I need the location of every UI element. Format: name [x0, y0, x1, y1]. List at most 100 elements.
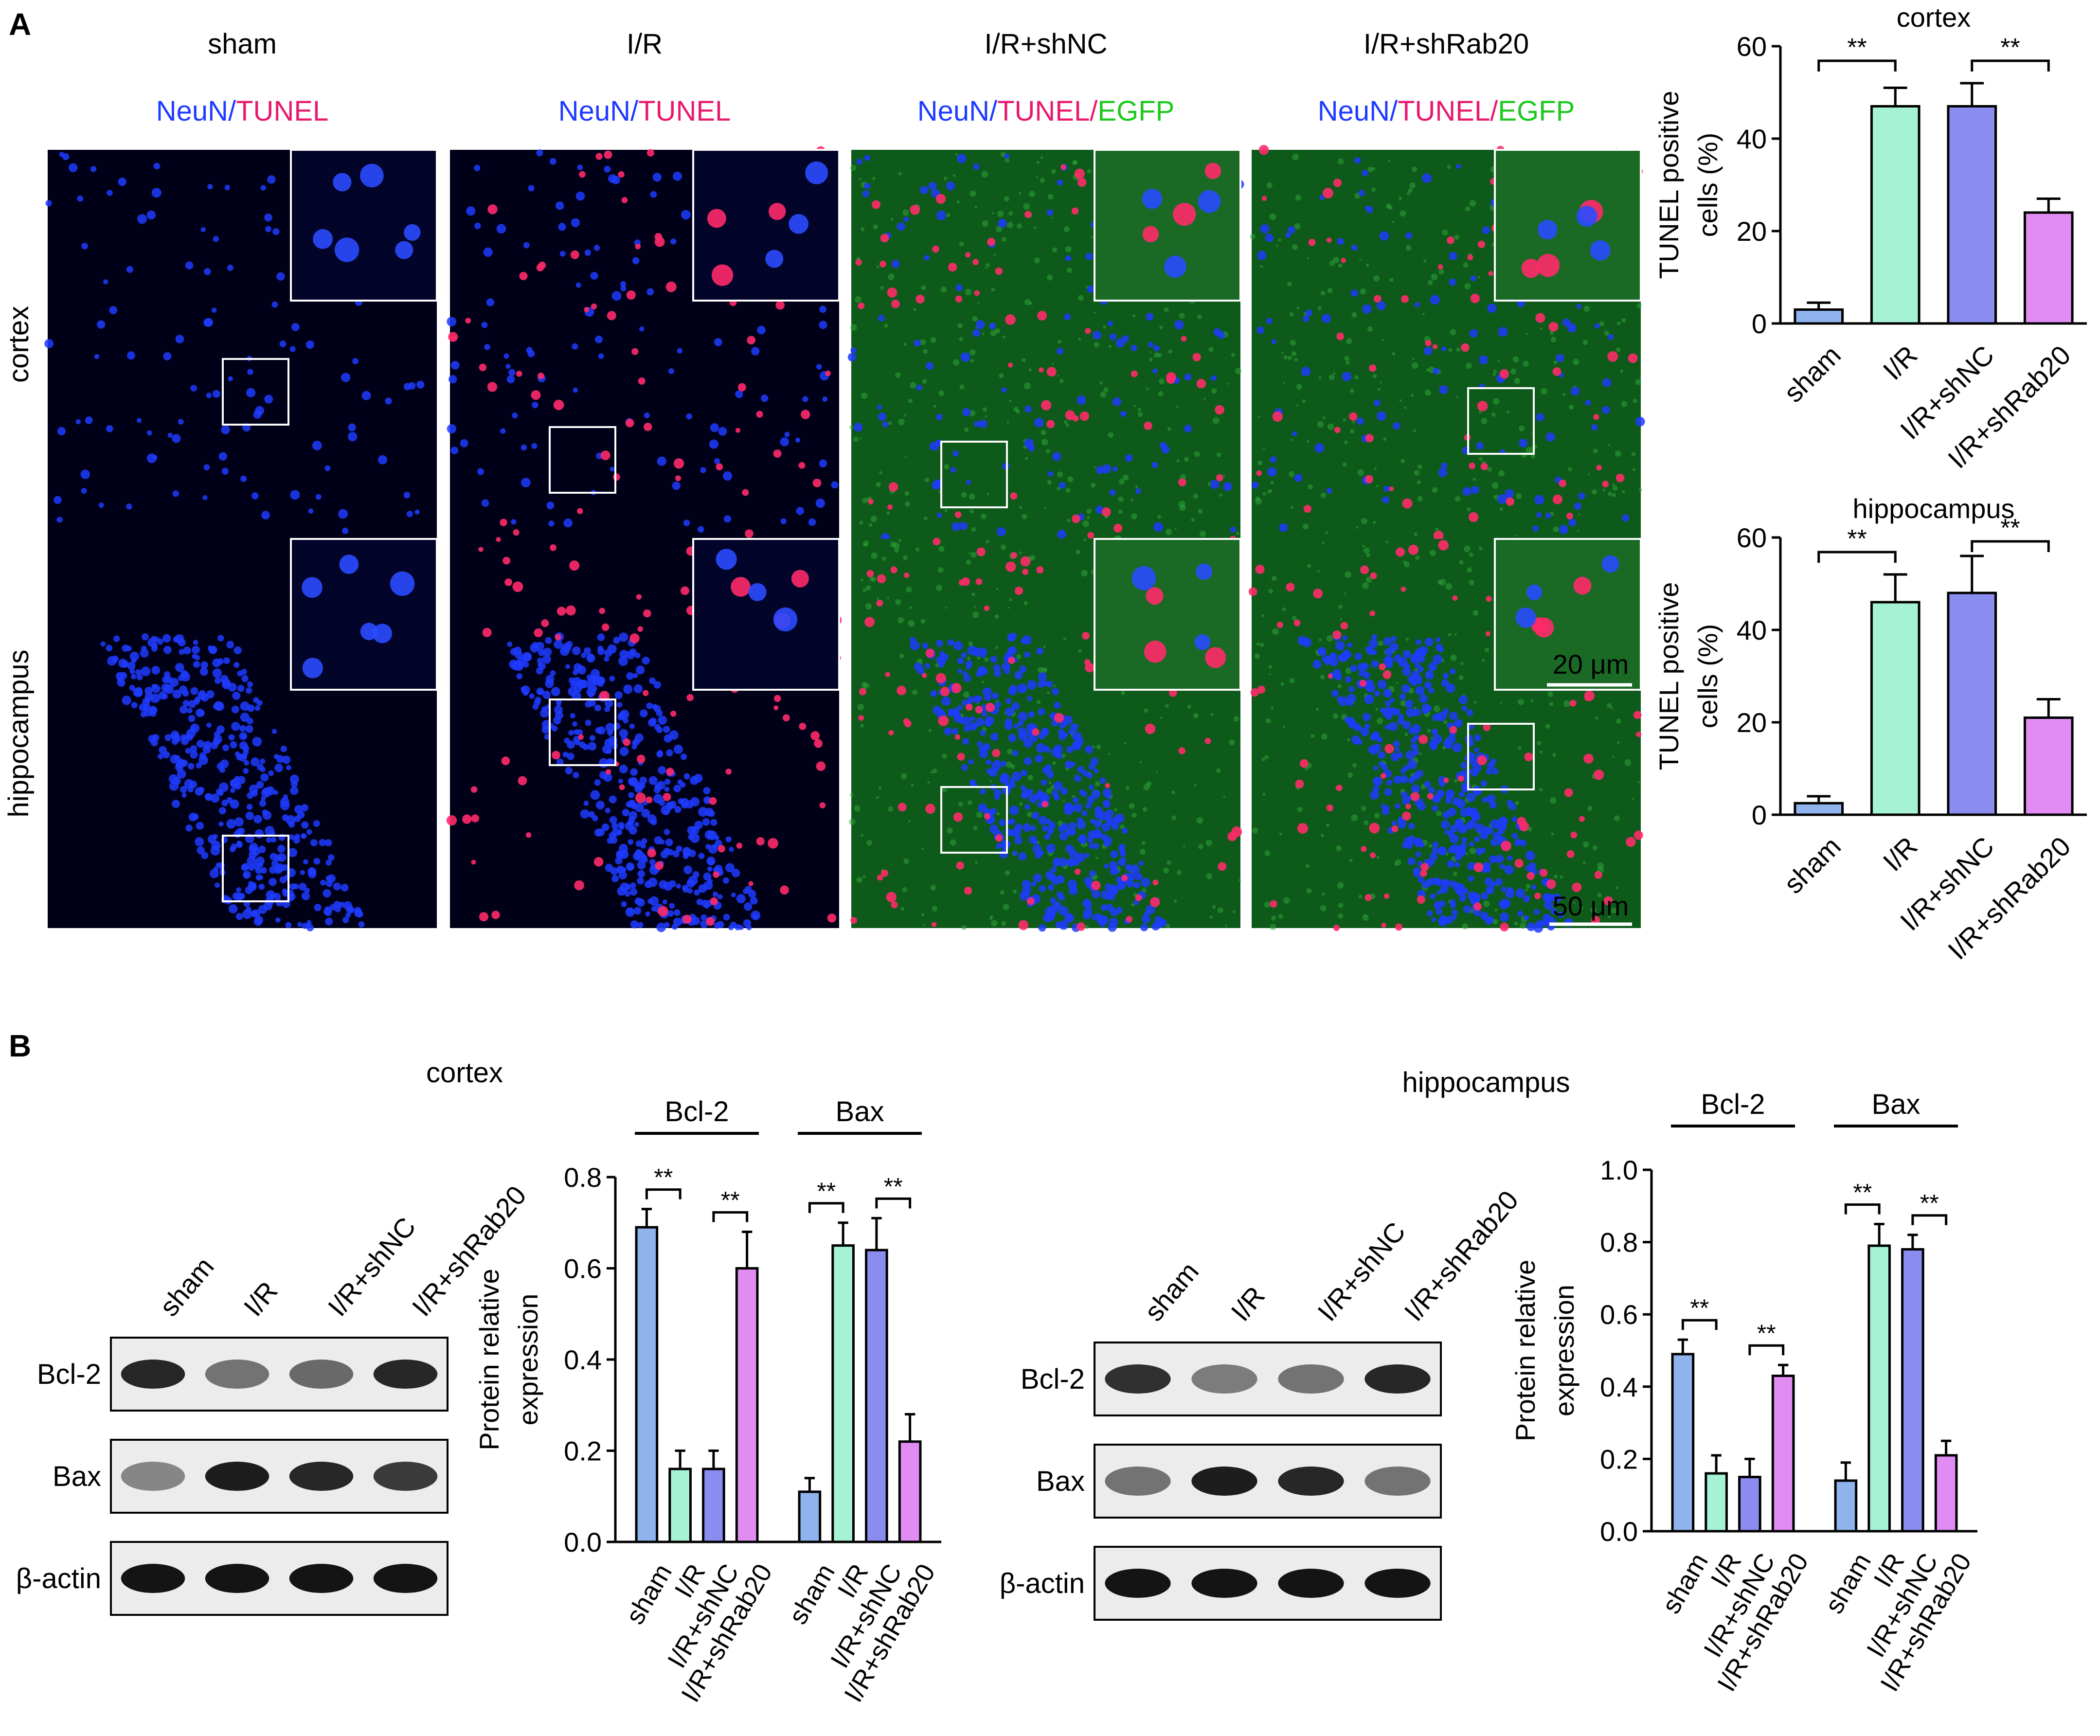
- neun-nucleus: [599, 771, 608, 779]
- egfp-signal: [1344, 356, 1349, 361]
- egfp-signal: [1469, 553, 1473, 557]
- egfp-signal: [1322, 893, 1325, 896]
- neun-nucleus: [1038, 816, 1047, 825]
- egfp-signal: [999, 373, 1004, 378]
- egfp-signal: [1512, 356, 1519, 363]
- neun-nucleus: [951, 522, 961, 531]
- neun-nucleus: [1102, 788, 1112, 797]
- tunel-cell: [1501, 841, 1511, 852]
- egfp-signal: [1040, 156, 1043, 159]
- neun-nucleus: [94, 354, 100, 359]
- bar: [735, 1267, 759, 1543]
- neun-nucleus: [211, 307, 217, 313]
- egfp-signal: [1549, 701, 1554, 706]
- egfp-signal: [1078, 649, 1082, 653]
- neun-nucleus: [255, 867, 262, 874]
- egfp-signal: [1146, 387, 1149, 390]
- neun-nucleus: [1054, 701, 1061, 709]
- neun-nucleus: [598, 353, 604, 359]
- tunel-cell: [1071, 207, 1079, 215]
- egfp-signal: [1130, 499, 1133, 502]
- neun-nucleus: [606, 758, 613, 766]
- neun-nucleus: [961, 652, 967, 658]
- egfp-signal: [1269, 489, 1273, 492]
- egfp-signal: [1272, 628, 1279, 635]
- neun-nucleus: [486, 298, 494, 306]
- neun-nucleus: [590, 271, 598, 280]
- scale-bar-main-label: 50 μm: [1553, 891, 1629, 921]
- neun-nucleus: [77, 195, 84, 202]
- egfp-signal: [991, 287, 995, 291]
- neun-nucleus: [1077, 766, 1084, 773]
- band-label: Bax: [53, 1461, 101, 1492]
- neun-nucleus: [1602, 378, 1612, 387]
- neun-nucleus: [968, 759, 974, 765]
- egfp-signal: [946, 213, 951, 217]
- neun-nucleus: [972, 647, 983, 657]
- tunel-cell: [637, 626, 643, 632]
- egfp-signal: [967, 800, 972, 805]
- egfp-signal: [1458, 675, 1464, 680]
- neun-nucleus: [946, 181, 955, 191]
- tunel-cell: [525, 832, 532, 838]
- neun-nucleus: [301, 833, 306, 839]
- neun-nucleus: [1115, 907, 1123, 914]
- neun-nucleus: [663, 847, 670, 855]
- neun-nucleus: [481, 322, 488, 328]
- neun-nucleus: [1009, 805, 1019, 815]
- neun-nucleus: [1416, 770, 1423, 777]
- neun-nucleus: [565, 664, 571, 669]
- neun-nucleus: [211, 841, 221, 850]
- egfp-signal: [1326, 635, 1333, 642]
- neun-nucleus: [757, 325, 766, 335]
- neun-nucleus: [264, 394, 273, 404]
- tunel-cell: [706, 917, 715, 926]
- tunel-cell: [932, 245, 939, 253]
- egfp-signal: [1238, 878, 1241, 882]
- neun-nucleus: [1059, 831, 1068, 841]
- neun-nucleus: [1382, 496, 1389, 503]
- y-axis-label-line1: Protein relative: [1510, 1260, 1541, 1442]
- tunel-cell: [1196, 379, 1206, 389]
- y-tick-label: 20: [1737, 216, 1767, 247]
- neun-nucleus: [187, 763, 195, 770]
- egfp-signal: [1236, 532, 1239, 536]
- y-axis-label-line1: TUNEL positive: [1653, 582, 1684, 770]
- egfp-signal: [1297, 806, 1303, 812]
- neun-nucleus: [180, 737, 189, 745]
- egfp-signal: [1422, 313, 1425, 315]
- egfp-signal: [986, 539, 989, 543]
- egfp-signal: [941, 787, 948, 792]
- egfp-signal: [1472, 477, 1476, 481]
- tunel-cell: [880, 233, 889, 243]
- egfp-signal: [1500, 702, 1502, 704]
- tunel-cell: [1633, 830, 1643, 840]
- egfp-signal: [1362, 582, 1369, 589]
- tunel-cell: [858, 715, 864, 721]
- bar: [1870, 105, 1921, 325]
- neun-nucleus: [1441, 346, 1447, 352]
- stain-token: EGFP: [1097, 95, 1174, 127]
- egfp-signal: [972, 611, 979, 618]
- egfp-signal: [1582, 861, 1586, 864]
- egfp-signal: [1085, 925, 1089, 930]
- egfp-signal: [1006, 222, 1013, 229]
- neun-nucleus: [1436, 789, 1445, 798]
- neun-nucleus: [521, 686, 526, 692]
- neun-nucleus: [665, 839, 673, 846]
- egfp-signal: [1372, 374, 1377, 378]
- neun-nucleus: [1368, 639, 1378, 648]
- egfp-signal: [1530, 454, 1536, 459]
- tunel-cell: [1380, 773, 1386, 779]
- neun-nucleus: [920, 186, 929, 195]
- egfp-signal: [1577, 529, 1579, 532]
- neun-nucleus: [575, 282, 581, 288]
- neun-nucleus: [279, 340, 287, 347]
- tunel-cell: [470, 786, 478, 793]
- neun-nucleus: [1019, 891, 1029, 901]
- neun-nucleus: [246, 687, 252, 694]
- neun-nucleus: [616, 702, 623, 708]
- egfp-signal: [985, 267, 987, 269]
- neun-nucleus: [516, 673, 522, 680]
- inset-nucleus: [1144, 640, 1167, 663]
